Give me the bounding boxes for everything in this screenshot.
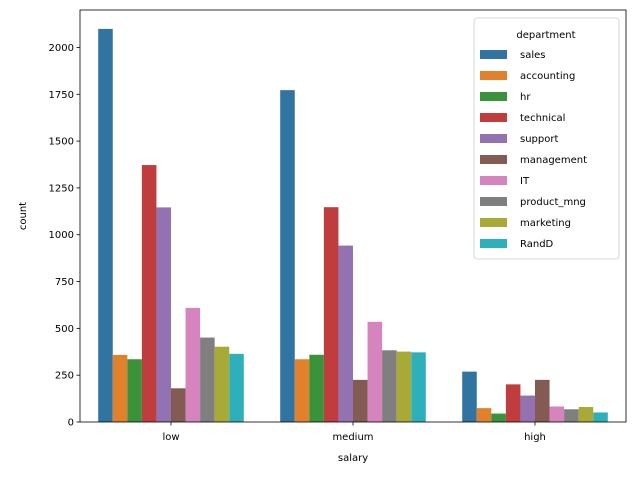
bar-sales-high [462, 371, 477, 422]
bar-accounting-medium [294, 359, 310, 422]
bar-sales-medium [280, 90, 295, 423]
bar-product_mng-high [564, 409, 579, 422]
legend-swatch-support [480, 134, 507, 143]
bar-RandD-high [593, 412, 608, 422]
legend: department sales accounting hr technical sup… [473, 17, 620, 260]
bar-RandD-low [229, 353, 244, 422]
bar-technical-low [141, 165, 157, 422]
legend-items: sales accounting hr technical support managem… [480, 50, 587, 250]
legend-label-technical: technical [520, 113, 565, 124]
bar-marketing-medium [396, 351, 412, 422]
y-tick-label: 250 [55, 371, 74, 382]
y-tick-label: 2000 [49, 43, 74, 54]
y-tick-label: 1750 [49, 90, 74, 101]
bar-technical-high [505, 384, 521, 422]
legend-title: department [516, 30, 575, 41]
x-tick-label: medium [332, 432, 373, 443]
bar-hr-low [127, 359, 142, 422]
legend-swatch-management [480, 155, 507, 164]
legend-swatch-accounting [480, 71, 507, 80]
legend-label-sales: sales [520, 50, 545, 61]
legend-label-IT: IT [520, 176, 530, 187]
y-axis-ticks: 0 250 500 750 1000 1250 1500 1750 2000 [49, 43, 80, 429]
legend-swatch-sales [480, 50, 507, 59]
legend-swatch-product_mng [480, 197, 507, 206]
legend-label-RandD: RandD [520, 239, 554, 250]
legend-label-management: management [520, 155, 587, 166]
bar-support-low [156, 207, 171, 422]
legend-swatch-RandD [480, 239, 507, 248]
y-tick-label: 500 [55, 324, 74, 335]
bar-product_mng-medium [382, 350, 397, 422]
legend-frame [473, 17, 620, 260]
legend-label-hr: hr [520, 92, 531, 103]
bars-group [98, 28, 608, 423]
y-tick-label: 750 [55, 277, 74, 288]
y-tick-label: 1500 [49, 137, 74, 148]
bar-management-low [171, 388, 186, 422]
bar-IT-medium [367, 321, 383, 422]
legend-swatch-hr [480, 92, 507, 101]
plot-frame [79, 9, 627, 423]
bar-marketing-high [578, 407, 594, 422]
legend-label-accounting: accounting [520, 71, 575, 82]
bar-support-high [520, 395, 535, 422]
x-tick-label: high [524, 432, 546, 443]
legend-swatch-technical [480, 113, 507, 122]
x-axis-ticks: low medium high [162, 422, 546, 443]
bar-product_mng-low [200, 337, 215, 422]
bar-IT-high [549, 406, 565, 422]
bar-support-medium [338, 245, 353, 422]
bar-IT-low [185, 307, 201, 422]
y-tick-label: 0 [68, 418, 74, 429]
bar-accounting-high [476, 408, 492, 422]
bar-marketing-low [214, 346, 230, 422]
y-tick-label: 1250 [49, 183, 74, 194]
bar-hr-high [491, 413, 506, 422]
legend-swatch-marketing [480, 218, 507, 227]
legend-label-product_mng: product_mng [520, 197, 586, 208]
bar-accounting-low [112, 354, 128, 422]
x-tick-label: low [162, 432, 179, 443]
legend-label-marketing: marketing [520, 218, 571, 229]
x-axis-label: salary [338, 453, 368, 464]
legend-label-support: support [520, 134, 558, 145]
bar-technical-medium [323, 207, 339, 422]
y-axis-label: count [18, 202, 29, 230]
bar-management-high [535, 379, 550, 422]
bar-sales-low [98, 28, 113, 422]
bar-RandD-medium [411, 352, 426, 422]
legend-swatch-IT [480, 176, 507, 185]
bar-management-medium [353, 379, 368, 422]
y-tick-label: 1000 [49, 230, 74, 241]
bar-hr-medium [309, 354, 324, 422]
